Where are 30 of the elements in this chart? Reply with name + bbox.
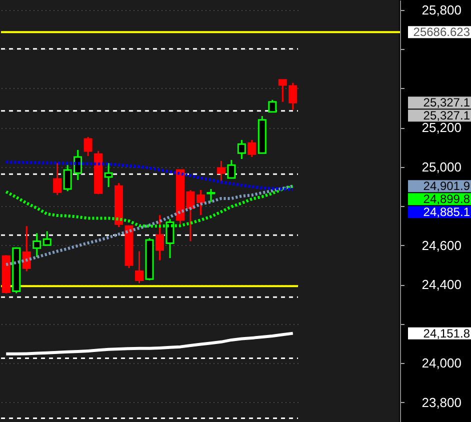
candlestick bbox=[227, 159, 236, 179]
ref-line-label: 25686.623 bbox=[413, 25, 470, 40]
candlestick bbox=[248, 139, 256, 158]
candlestick bbox=[155, 214, 164, 262]
text: 24,899.8 bbox=[423, 192, 470, 206]
candlestick bbox=[196, 189, 205, 216]
y-tick-label: 24,000 bbox=[422, 356, 462, 371]
y-tick-label: 24,600 bbox=[422, 238, 462, 253]
candlestick bbox=[237, 139, 246, 160]
y-tick-label: 25,000 bbox=[422, 159, 462, 174]
line-series bbox=[4, 332, 294, 356]
candlestick bbox=[206, 188, 216, 203]
text: 24,885.1 bbox=[423, 205, 470, 220]
y-tick-label: 25,800 bbox=[422, 2, 462, 18]
candlestick bbox=[53, 162, 62, 196]
y-tick-label: 24,400 bbox=[422, 277, 462, 292]
candlestick bbox=[22, 225, 31, 272]
text: 24,151.8 bbox=[423, 326, 470, 340]
candlestick bbox=[216, 160, 226, 184]
candlestick bbox=[32, 232, 42, 258]
text: 25,327.1 bbox=[423, 108, 470, 123]
candlestick bbox=[84, 136, 92, 157]
candlestick bbox=[135, 250, 144, 284]
text: 24,901.9 bbox=[423, 179, 470, 194]
y-tick-label: 25,200 bbox=[422, 120, 462, 136]
candlestick bbox=[42, 230, 52, 246]
candlestick bbox=[268, 99, 277, 113]
y-tick-label: 23,800 bbox=[422, 394, 462, 410]
text: 25,327.1 bbox=[423, 96, 470, 110]
candlestick bbox=[104, 162, 113, 188]
